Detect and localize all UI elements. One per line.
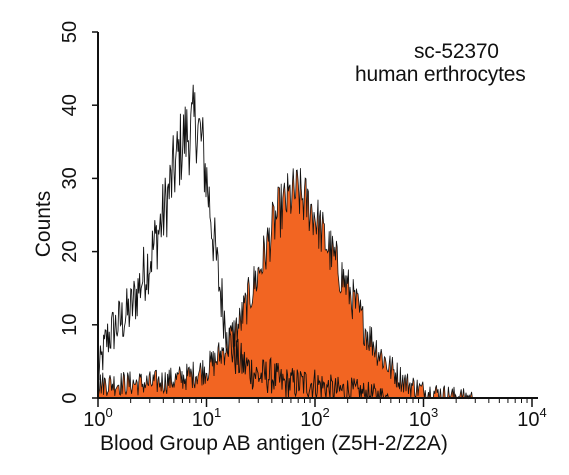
annotation-reagent: sc-52370 bbox=[414, 40, 499, 63]
y-tick-label: 10 bbox=[59, 314, 81, 336]
histogram-series-outline bbox=[97, 84, 391, 399]
histogram-series-filled bbox=[97, 168, 476, 400]
y-tick-label: 0 bbox=[59, 392, 81, 403]
y-tick-label: 20 bbox=[59, 240, 81, 262]
x-ticks: 100 101 102 103 104 bbox=[83, 398, 547, 431]
x-tick-label: 104 bbox=[517, 405, 546, 431]
annotation-sample: human erthrocytes bbox=[355, 63, 526, 86]
y-ticks: 0 10 20 30 40 50 bbox=[59, 21, 98, 404]
y-tick-label: 50 bbox=[59, 21, 81, 43]
x-axis-label: Blood Group AB antigen (Z5H-2/Z2A) bbox=[100, 432, 448, 455]
y-axis-label: Counts bbox=[32, 191, 55, 258]
outline-histogram-layer bbox=[97, 84, 391, 399]
x-tick-label: 103 bbox=[409, 405, 438, 431]
x-tick-label: 100 bbox=[83, 405, 112, 431]
y-tick-label: 40 bbox=[59, 94, 81, 116]
x-tick-label: 102 bbox=[300, 405, 329, 431]
x-tick-label: 101 bbox=[192, 405, 221, 431]
axes bbox=[97, 32, 538, 399]
y-tick-label: 30 bbox=[59, 167, 81, 189]
filled-histogram-layer bbox=[97, 168, 476, 400]
